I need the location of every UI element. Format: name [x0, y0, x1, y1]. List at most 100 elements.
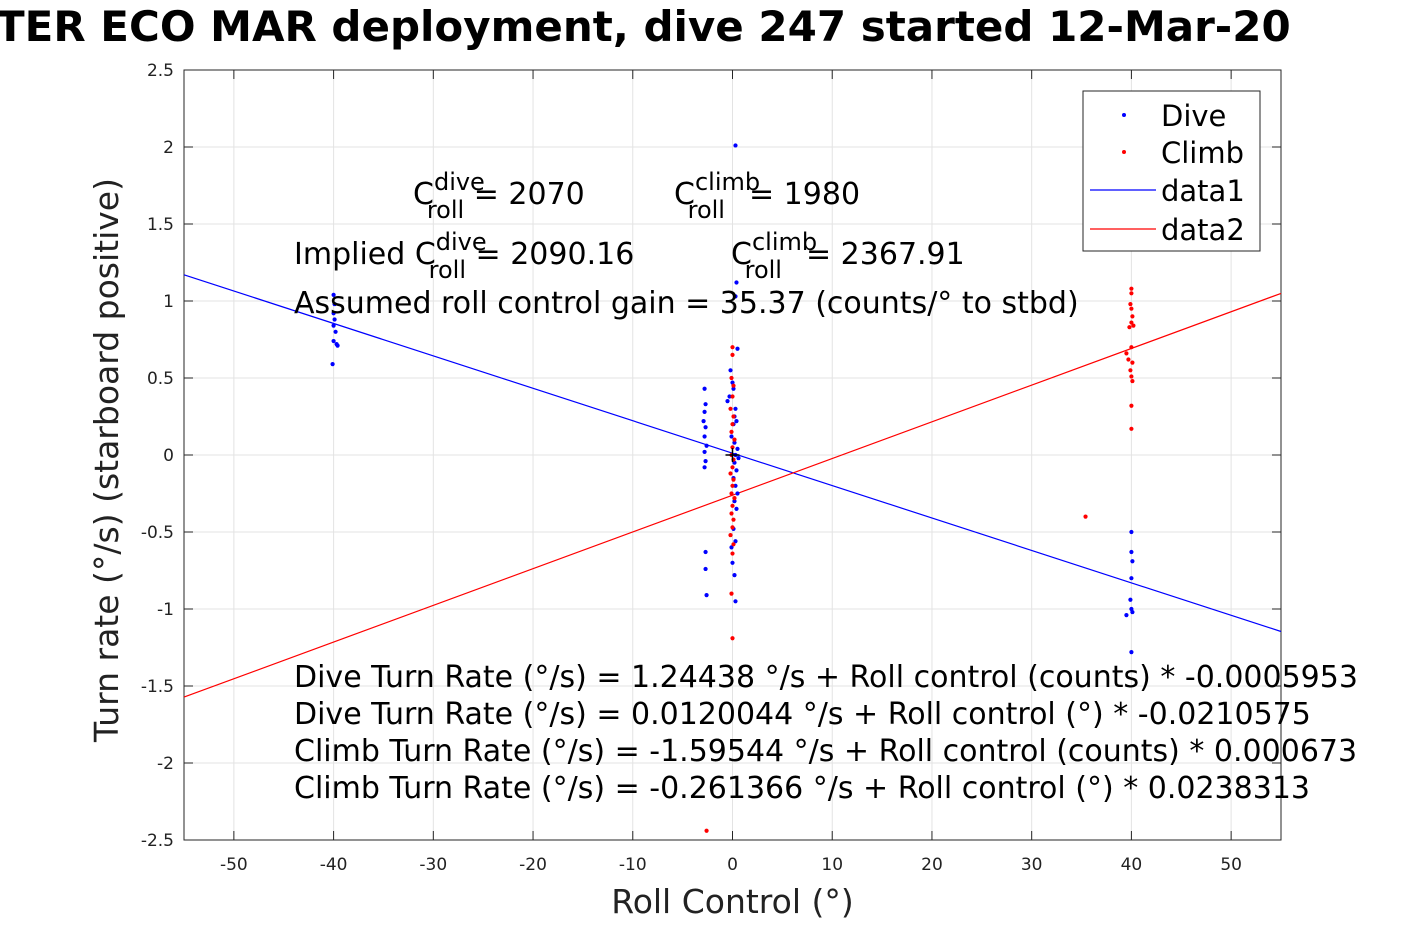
data-point-dive [704, 593, 709, 598]
data-point-climb [1129, 306, 1134, 311]
data-point-dive [733, 483, 738, 488]
y-axis-ticks: -2.5 -2 -1.5 -1 -0.5 0 0.5 1 1.5 2 2.5 [141, 61, 1281, 851]
legend-box [1082, 90, 1261, 252]
data-point-dive [732, 440, 737, 445]
data-point-climb [1129, 345, 1134, 350]
data-point-climb [1130, 360, 1135, 365]
data-point-climb [731, 414, 736, 419]
data-point-dive [732, 573, 737, 578]
data-point-dive [733, 406, 738, 411]
data-point-climb [728, 406, 733, 411]
data-point-dive [733, 143, 738, 148]
y-tick-label: -1 [157, 600, 174, 620]
data-point-climb [1130, 314, 1135, 319]
data-point-climb [1129, 374, 1134, 379]
data-point-dive [1128, 597, 1133, 602]
data-point-climb [730, 345, 735, 350]
data-point-dive [734, 468, 739, 473]
x-tick-label: -40 [320, 855, 348, 875]
data-point-dive [331, 323, 336, 328]
data-point-climb [1127, 325, 1132, 330]
data-point-dive [733, 539, 738, 544]
y-tick-label: 1 [163, 292, 174, 312]
y-tick-label: -1.5 [141, 677, 174, 697]
data-point-climb [728, 532, 733, 538]
legend-label-dive: Dive [1161, 99, 1226, 133]
data-point-dive [1130, 609, 1135, 615]
data-point-climb [729, 511, 734, 516]
data-point-dive [1129, 576, 1134, 581]
data-point-dive [730, 560, 735, 565]
data-point-dive [703, 402, 708, 407]
data-point-dive [335, 343, 340, 348]
data-point-dive [332, 317, 337, 322]
data-point-dive [331, 338, 336, 344]
x-axis-ticks: -50 -40 -30 -20 -10 0 10 20 30 40 50 [220, 70, 1242, 875]
data-point-dive [733, 599, 738, 604]
roll-gain-text: Assumed roll control gain = 35.37 (count… [294, 286, 1079, 321]
x-tick-label: -50 [220, 855, 248, 875]
implied-coefficient-dive: Implied Cdive roll = 2090.16 [294, 228, 634, 284]
data-point-climb [729, 429, 734, 434]
data-point-climb [1131, 323, 1136, 328]
data-point-climb [731, 477, 736, 482]
coefficient-climb: Cclimb roll = 1980 [674, 168, 860, 224]
data-point-climb [1129, 426, 1134, 431]
x-tick-label: -20 [519, 855, 547, 875]
data-point-climb [732, 496, 737, 501]
data-point-dive [736, 455, 741, 461]
y-tick-label: -2 [157, 754, 174, 774]
data-point-dive [725, 399, 730, 404]
data-point-climb [732, 437, 737, 442]
data-point-climb [730, 551, 735, 556]
data-point-dive [332, 301, 337, 307]
y-tick-label: 2.5 [147, 61, 174, 81]
data-point-dive [733, 294, 738, 299]
data-point-climb [1129, 320, 1134, 325]
x-tick-label: -10 [619, 855, 647, 875]
data-point-climb [728, 471, 733, 476]
data-point-dive [702, 465, 707, 470]
y-tick-label: 2 [163, 138, 174, 158]
data-point-dive [702, 434, 707, 439]
x-axis-label: Roll Control (°) [611, 882, 854, 921]
data-point-climb [731, 517, 736, 522]
y-tick-label: -0.5 [141, 523, 174, 543]
data-point-climb [731, 542, 736, 547]
data-point-dive [734, 280, 739, 285]
y-axis-label: Turn rate (°/s) (starboard positive) [87, 178, 126, 743]
data-point-dive [701, 419, 706, 424]
data-point-climb [730, 352, 735, 357]
data-point-dive [732, 499, 737, 504]
data-point-dive [1124, 613, 1129, 618]
legend-label-data1: data1 [1161, 174, 1245, 208]
data-point-dive [1129, 529, 1134, 535]
legend-marker-dive [1122, 113, 1126, 117]
data-point-climb [730, 503, 735, 508]
data-point-dive [735, 446, 740, 451]
data-point-climb [1083, 514, 1088, 519]
data-point-dive [734, 419, 739, 424]
data-point-dive [1129, 549, 1134, 555]
data-point-climb [1128, 301, 1133, 307]
data-point-climb [730, 465, 735, 470]
x-tick-label: 30 [1021, 855, 1043, 875]
data-point-dive [702, 409, 707, 414]
data-point-dive [331, 311, 336, 316]
data-point-climb [730, 636, 735, 641]
data-point-dive [703, 566, 708, 572]
data-point-climb [1129, 403, 1134, 408]
legend-marker-climb [1122, 150, 1126, 154]
data-point-dive [703, 549, 708, 555]
data-point-climb [729, 375, 734, 381]
data-point-dive [333, 329, 338, 334]
data-point-dive [731, 386, 736, 391]
data-point-dive [702, 449, 707, 455]
data-point-dive [729, 545, 734, 550]
data-point-climb [730, 422, 735, 427]
data-point-dive [735, 491, 740, 496]
data-point-climb [729, 591, 734, 596]
x-tick-label: 40 [1121, 855, 1143, 875]
